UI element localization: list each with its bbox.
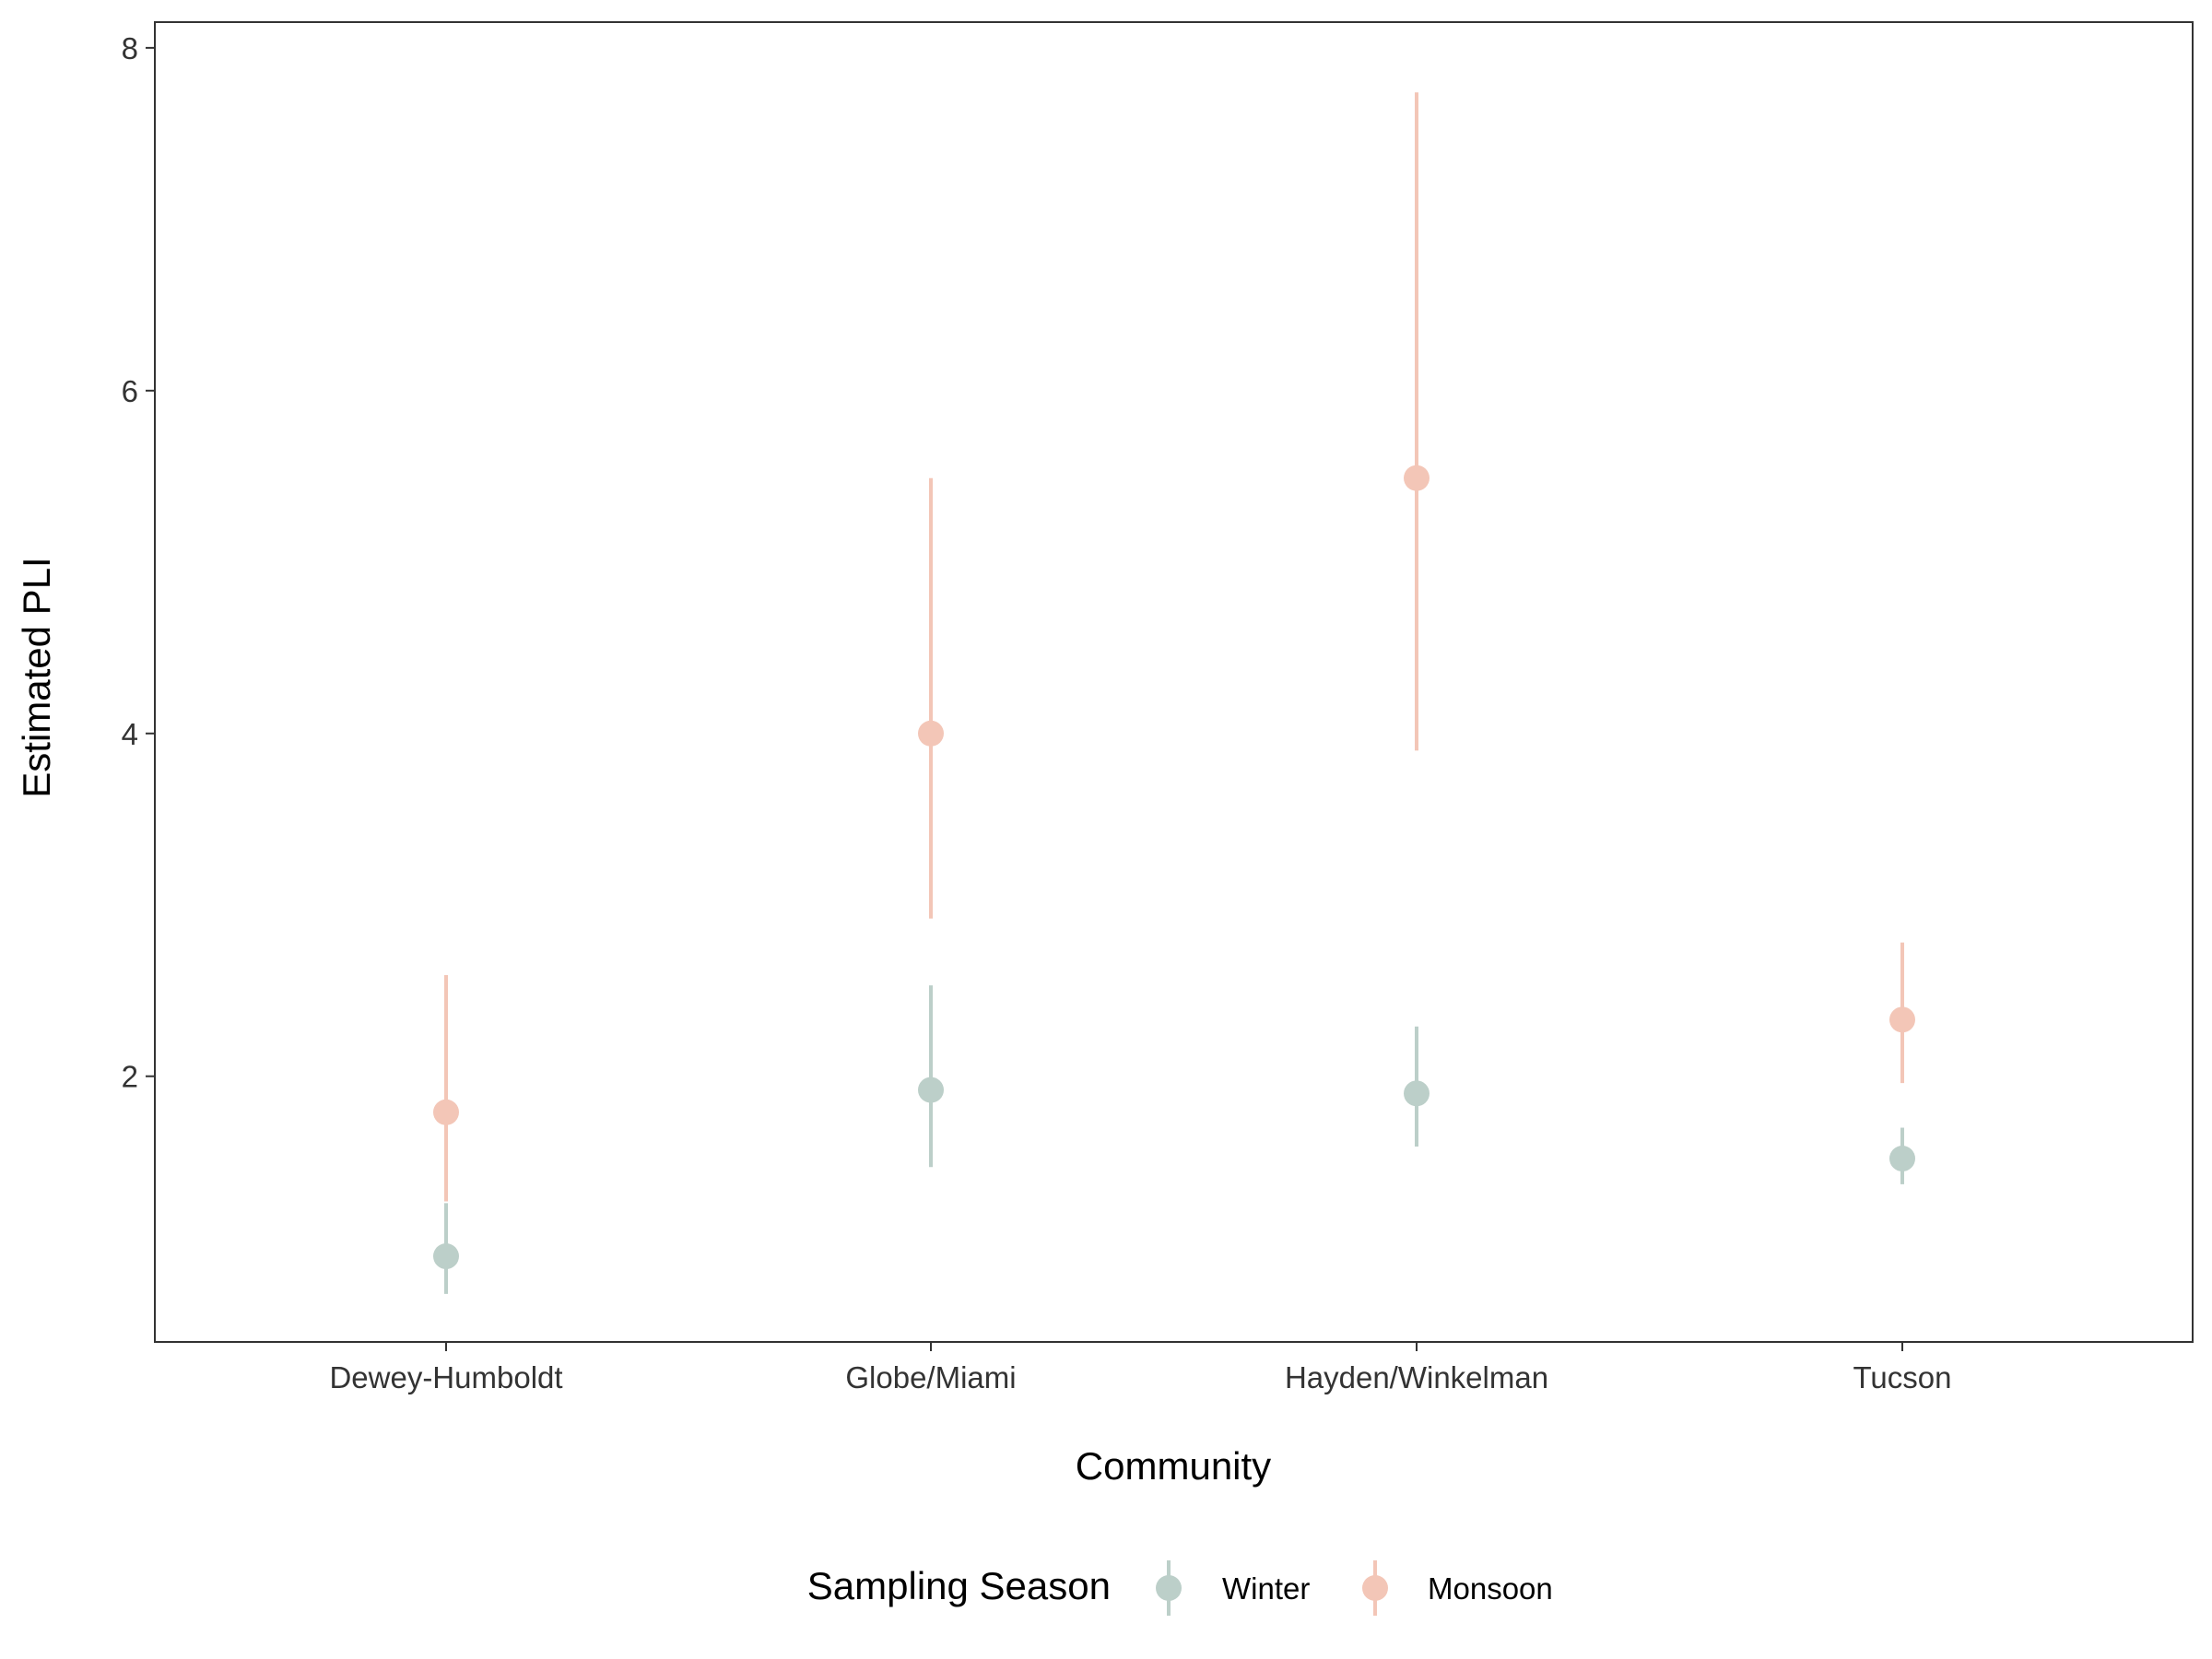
y-tick-label: 6 [122,374,138,408]
point-monsoon-2 [1404,465,1430,491]
point-monsoon-3 [1889,1006,1915,1033]
x-tick-label: Dewey-Humboldt [329,1360,562,1394]
y-tick-label: 4 [122,717,138,751]
legend: Sampling Season Winter Monsoon [807,1560,1553,1616]
legend-label-monsoon: Monsoon [1428,1571,1553,1606]
point-winter-3 [1889,1146,1915,1172]
y-tick-label: 8 [122,31,138,65]
legend-title: Sampling Season [807,1564,1111,1607]
point-winter-0 [433,1243,459,1270]
plot-area [433,92,1915,1294]
legend-label-winter: Winter [1222,1571,1310,1606]
x-tick-label: Hayden/Winkelman [1285,1360,1548,1394]
x-axis-title: Community [1076,1444,1271,1488]
x-tick-label: Tucson [1853,1360,1952,1394]
legend-key-point-winter [1156,1575,1182,1601]
y-axis-title: Estimated PLI [15,557,58,797]
axes: 2 4 6 8 Dewey-Humboldt Globe/Miami Hayden/Wink… [122,21,2194,1394]
point-monsoon-0 [433,1099,459,1125]
legend-key-point-monsoon [1362,1575,1388,1601]
panel-border [154,21,2194,1343]
x-tick-label: Globe/Miami [845,1360,1016,1394]
point-winter-2 [1404,1080,1430,1107]
point-monsoon-1 [918,720,944,747]
y-tick-label: 2 [122,1060,138,1094]
point-winter-1 [918,1077,944,1103]
